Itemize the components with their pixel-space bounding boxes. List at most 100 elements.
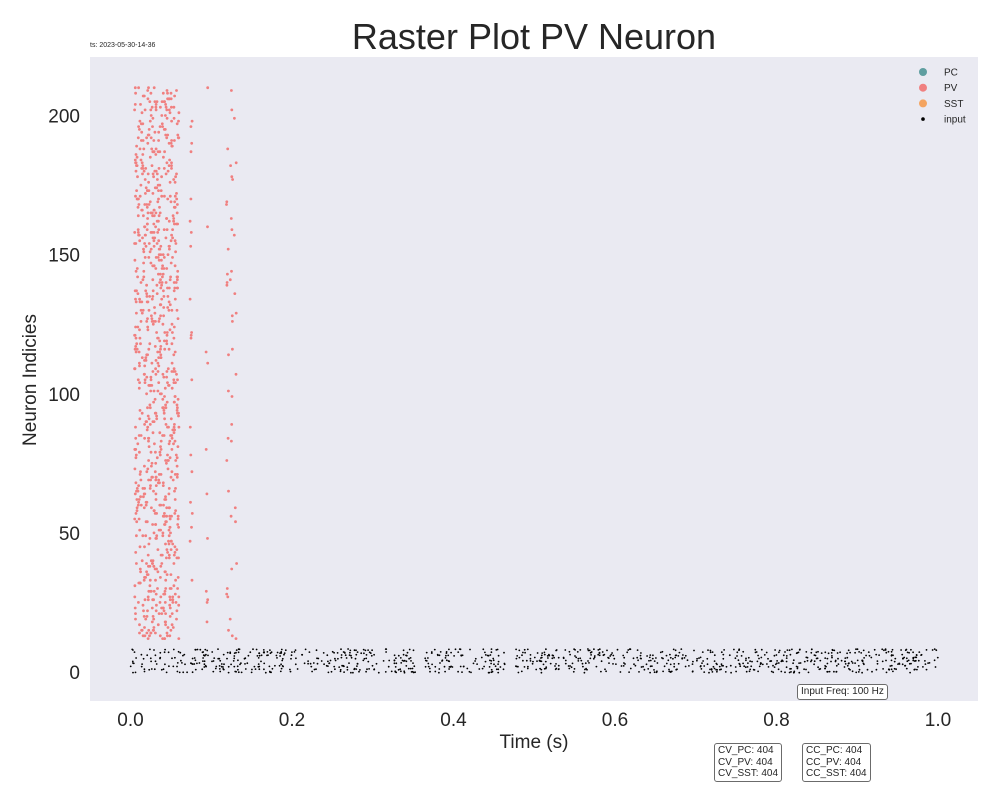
pv-spike [152, 150, 156, 154]
pv-spike [168, 439, 172, 443]
input-spike [211, 651, 214, 653]
pv-spike [167, 141, 171, 145]
input-spike [661, 650, 664, 653]
input-spike [524, 651, 526, 654]
pv-spike [159, 353, 163, 357]
pv-spike [165, 548, 169, 551]
input-spike [638, 671, 640, 673]
input-spike [684, 665, 687, 668]
input-spike [474, 660, 476, 662]
pv-spike [136, 292, 140, 295]
pv-spike [146, 211, 150, 215]
input-spike [515, 648, 517, 651]
input-spike [428, 667, 431, 670]
pv-spike [176, 411, 179, 415]
input-spike [791, 648, 793, 651]
pv-spike [134, 153, 138, 156]
input-spike [890, 664, 893, 667]
pv-spike [134, 269, 138, 273]
pv-spike [230, 175, 234, 179]
pv-spike [161, 531, 165, 535]
input-spike [928, 662, 931, 664]
pv-spike [149, 114, 153, 117]
pv-spike [159, 576, 162, 579]
input-spike [696, 659, 698, 662]
pv-spike [134, 612, 137, 615]
input-spike [408, 648, 411, 651]
pv-spike [134, 161, 138, 165]
input-spike [356, 651, 359, 653]
input-spike [322, 652, 325, 654]
pv-spike [177, 595, 181, 599]
input-spike [784, 671, 786, 674]
pv-spike [173, 350, 177, 354]
pv-spike [134, 297, 137, 301]
pv-spike [169, 628, 173, 632]
input-spike [281, 659, 284, 662]
input-spike [346, 666, 349, 669]
input-spike [554, 665, 556, 667]
pv-spike [173, 423, 176, 426]
pv-spike [167, 556, 171, 560]
pv-spike [165, 520, 168, 524]
pv-spike [176, 587, 180, 590]
pv-spike [136, 231, 140, 234]
input-spike [425, 651, 428, 654]
pv-spike [162, 155, 165, 159]
input-spike [540, 671, 543, 674]
input-spike [526, 648, 529, 651]
input-spike [903, 656, 906, 659]
input-spike [590, 654, 592, 656]
pv-spike [134, 456, 138, 460]
input-spike [857, 671, 860, 673]
input-spike [588, 662, 590, 664]
input-spike [451, 666, 454, 668]
input-spike [745, 657, 747, 660]
pv-spike [163, 127, 167, 131]
pv-spike [136, 275, 140, 279]
pv-spike [206, 86, 210, 90]
input-spike [336, 652, 339, 654]
pv-spike [155, 292, 159, 295]
input-spike [674, 654, 677, 657]
input-spike [773, 654, 776, 657]
input-spike [260, 660, 262, 663]
pv-spike [154, 103, 158, 106]
pv-spike [170, 514, 173, 518]
pv-spike [157, 167, 161, 170]
pv-spike [136, 442, 140, 446]
input-spike [438, 668, 441, 670]
pv-spike [133, 86, 137, 90]
pv-spike [149, 231, 153, 234]
pv-spike [146, 217, 150, 220]
pv-spike [152, 86, 156, 90]
input-spike [648, 659, 650, 662]
input-spike [176, 662, 179, 664]
pv-spike [159, 278, 162, 282]
input-spike [370, 654, 373, 657]
pv-spike [173, 512, 177, 515]
input-spike [892, 654, 894, 657]
pv-spike [136, 378, 140, 382]
pv-spike [225, 200, 229, 204]
pv-spike [189, 231, 193, 234]
input-spike [749, 668, 752, 671]
pv-spike [173, 286, 177, 290]
x-tick-label: 0.0 [117, 710, 143, 731]
input-spike [636, 656, 639, 659]
pv-spike [229, 217, 233, 220]
pv-spike [133, 367, 137, 371]
input-spike [141, 663, 144, 665]
input-spike [348, 662, 350, 664]
input-spike [495, 649, 498, 651]
pv-spike [162, 167, 166, 170]
pv-spike [168, 603, 172, 607]
input-spike [833, 649, 836, 652]
pv-spike [175, 456, 179, 460]
input-spike [574, 655, 576, 657]
pv-spike [168, 180, 172, 184]
input-spike [143, 670, 146, 673]
pv-spike [153, 311, 157, 315]
pv-spike [170, 322, 174, 326]
pv-spike [188, 539, 192, 543]
